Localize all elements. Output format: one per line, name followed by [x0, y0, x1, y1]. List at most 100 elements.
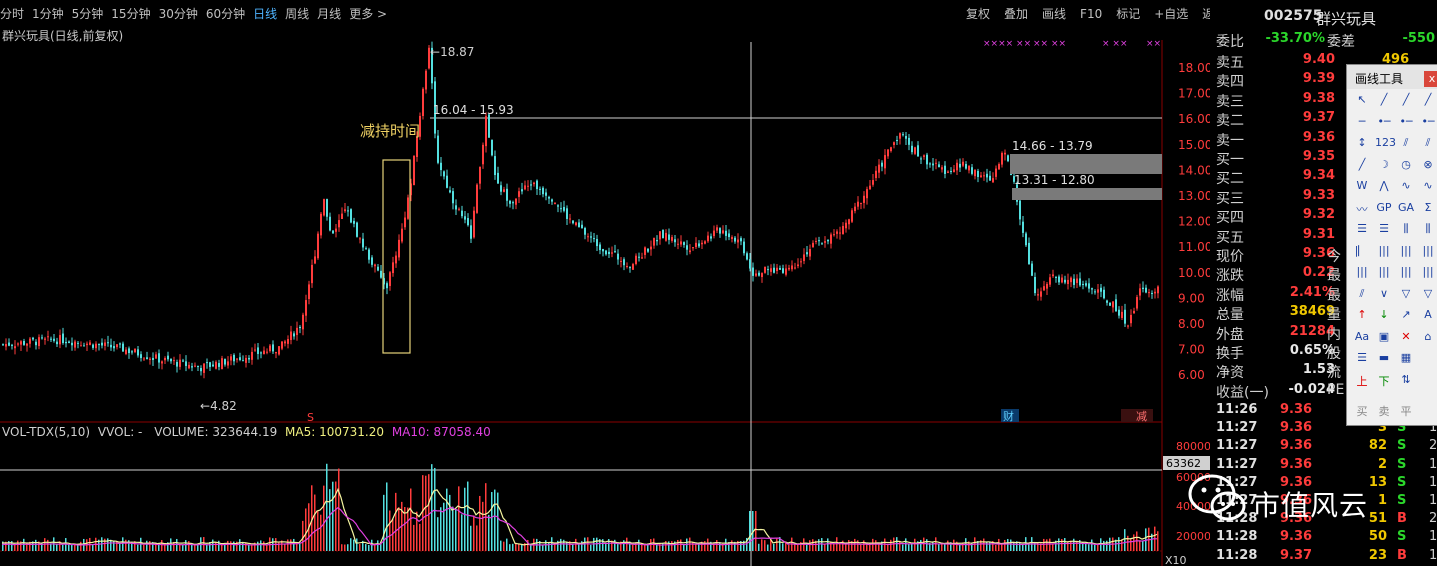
- candle-body: [737, 239, 739, 243]
- drawing-tool-icon[interactable]: GA: [1397, 200, 1415, 214]
- drawing-tool-icon[interactable]: ∿: [1423, 179, 1433, 192]
- period-tab-8[interactable]: 月线: [317, 7, 342, 21]
- drawing-tool-icon[interactable]: |||: [1400, 265, 1412, 278]
- drawing-tool-icon[interactable]: |||: [1378, 243, 1390, 257]
- candle-body: [1079, 278, 1081, 286]
- candle-body: [1055, 277, 1057, 279]
- trade-tool-button[interactable]: 买: [1356, 405, 1368, 418]
- drawing-tool-icon[interactable]: ▣: [1378, 329, 1390, 343]
- drawing-tool-icon[interactable]: ↕: [1357, 136, 1367, 149]
- candle-body: [35, 341, 37, 346]
- drawing-tool-icon[interactable]: Σ: [1424, 200, 1432, 214]
- quote-label: 现价: [1216, 249, 1244, 265]
- volume-bar: [413, 524, 415, 551]
- drawing-tool-icon[interactable]: ⌂: [1424, 329, 1432, 343]
- drawing-tool-icon[interactable]: A: [1424, 308, 1432, 321]
- drawing-tool-icon[interactable]: |⎸: [1354, 243, 1370, 257]
- drawing-tool-icon[interactable]: ─: [1358, 114, 1366, 128]
- candle-body: [953, 169, 955, 173]
- volume-bar: [977, 541, 979, 551]
- drawing-tool-icon[interactable]: GP: [1376, 200, 1392, 214]
- drawing-tool-icon[interactable]: [1419, 351, 1437, 368]
- action-button-3[interactable]: F10: [1080, 7, 1103, 21]
- volume-bar: [830, 542, 832, 551]
- drawing-tool-icon[interactable]: 下: [1378, 374, 1390, 388]
- drawing-tool-icon[interactable]: ◷: [1401, 157, 1411, 171]
- candle-body: [1088, 283, 1090, 289]
- drawing-tool-icon[interactable]: ⫼: [1425, 222, 1431, 235]
- drawing-tool-icon[interactable]: ⫽: [1403, 136, 1409, 149]
- quote-label: 换手: [1216, 346, 1244, 362]
- drawing-tool-icon[interactable]: ↖: [1357, 93, 1367, 106]
- drawing-tool-icon[interactable]: |||: [1356, 265, 1368, 278]
- close-button[interactable]: x: [1424, 71, 1437, 87]
- period-tab-1[interactable]: 1分钟: [32, 7, 64, 21]
- period-tab-9[interactable]: 更多 >: [349, 7, 388, 21]
- drawing-tool-icon[interactable]: ↑: [1357, 308, 1367, 321]
- drawing-tool-icon[interactable]: 123: [1375, 136, 1396, 149]
- action-button-5[interactable]: +自选: [1154, 7, 1189, 21]
- finance-marker[interactable]: 财: [1003, 409, 1014, 423]
- trade-tool-button[interactable]: 平: [1400, 405, 1412, 418]
- period-tab-2[interactable]: 5分钟: [71, 7, 104, 21]
- drawing-tool-icon[interactable]: ╱: [1380, 93, 1388, 106]
- drawing-tool-icon[interactable]: •─: [1421, 114, 1435, 128]
- volume-bar: [938, 543, 940, 551]
- drawing-tool-icon[interactable]: |||: [1400, 243, 1412, 257]
- drawing-tool-icon[interactable]: ⫼: [1403, 222, 1409, 235]
- reduce-marker[interactable]: 减: [1136, 410, 1147, 423]
- drawing-tool-icon[interactable]: ☰: [1357, 222, 1367, 235]
- weibi-row: 委比 -33.70% 委差 -550: [1216, 31, 1437, 50]
- candle-body: [257, 347, 259, 354]
- period-tab-6[interactable]: 日线: [253, 7, 278, 21]
- drawing-tool-icon[interactable]: [1419, 373, 1437, 390]
- period-tab-7[interactable]: 周线: [285, 7, 310, 21]
- kline-chart[interactable]: 18.00 17.00 16.00 15.00 14.00 13.00 12.00 11.00…: [0, 40, 1210, 566]
- period-tab-3[interactable]: 15分钟: [111, 7, 151, 21]
- drawing-tool-icon[interactable]: ∿: [1401, 179, 1411, 192]
- drawing-tool-icon[interactable]: ⫽: [1425, 136, 1431, 149]
- drawing-tool-icon[interactable]: ☽: [1379, 157, 1389, 171]
- drawing-tool-icon[interactable]: ▽: [1401, 286, 1411, 300]
- period-tab-4[interactable]: 30分钟: [158, 7, 198, 21]
- volume-bar: [302, 520, 304, 551]
- period-tab-5[interactable]: 60分钟: [205, 7, 246, 21]
- action-button-4[interactable]: 标记: [1116, 7, 1141, 21]
- drawing-tool-icon[interactable]: ☰: [1357, 351, 1367, 364]
- volume-bar: [1115, 539, 1117, 551]
- drawing-tool-icon[interactable]: ✕: [1401, 329, 1411, 343]
- drawing-tool-icon[interactable]: ╱: [1358, 157, 1366, 171]
- trade-tool-button[interactable]: 卖: [1378, 405, 1390, 418]
- period-tab-0[interactable]: 分时: [0, 7, 25, 21]
- drawing-tool-icon[interactable]: •─: [1399, 114, 1413, 128]
- drawing-tool-icon[interactable]: ⇅: [1401, 372, 1411, 386]
- candle-body: [356, 222, 358, 237]
- drawing-tool-icon[interactable]: Aa: [1354, 329, 1370, 343]
- drawing-tool-icon[interactable]: ☰: [1379, 222, 1389, 235]
- drawing-tool-icon[interactable]: 〰: [1356, 202, 1368, 216]
- sell-marker[interactable]: S: [307, 411, 314, 424]
- action-button-0[interactable]: 复权: [966, 7, 991, 21]
- drawing-tool-icon[interactable]: |||: [1378, 265, 1390, 278]
- drawing-tool-icon[interactable]: W: [1356, 179, 1368, 192]
- drawing-tool-icon[interactable]: ⋀: [1379, 179, 1389, 192]
- candle-body: [551, 199, 553, 202]
- volume-bar: [626, 537, 628, 551]
- drawing-tool-icon[interactable]: ⊗: [1423, 157, 1433, 171]
- action-button-2[interactable]: 画线: [1042, 7, 1067, 21]
- drawing-tool-icon[interactable]: ╱: [1402, 93, 1410, 106]
- drawing-tool-icon[interactable]: ⫽: [1359, 286, 1365, 300]
- drawing-tool-icon[interactable]: ▦: [1400, 351, 1412, 364]
- drawing-tool-icon[interactable]: ▽: [1423, 286, 1433, 300]
- drawing-tool-icon[interactable]: ↓: [1379, 308, 1389, 321]
- drawing-tool-icon[interactable]: ∨: [1379, 286, 1389, 300]
- drawing-tool-icon[interactable]: •─: [1377, 114, 1391, 128]
- drawing-tool-icon[interactable]: |||: [1422, 265, 1434, 278]
- action-button-1[interactable]: 叠加: [1004, 7, 1029, 21]
- candle-body: [1013, 176, 1015, 182]
- drawing-tool-icon[interactable]: ↗: [1401, 308, 1411, 321]
- drawing-tool-icon[interactable]: ▬: [1378, 351, 1390, 364]
- drawing-tool-icon[interactable]: |||: [1422, 243, 1434, 257]
- drawing-tool-icon[interactable]: 上: [1356, 374, 1368, 388]
- drawing-tool-icon[interactable]: ╱: [1424, 93, 1432, 106]
